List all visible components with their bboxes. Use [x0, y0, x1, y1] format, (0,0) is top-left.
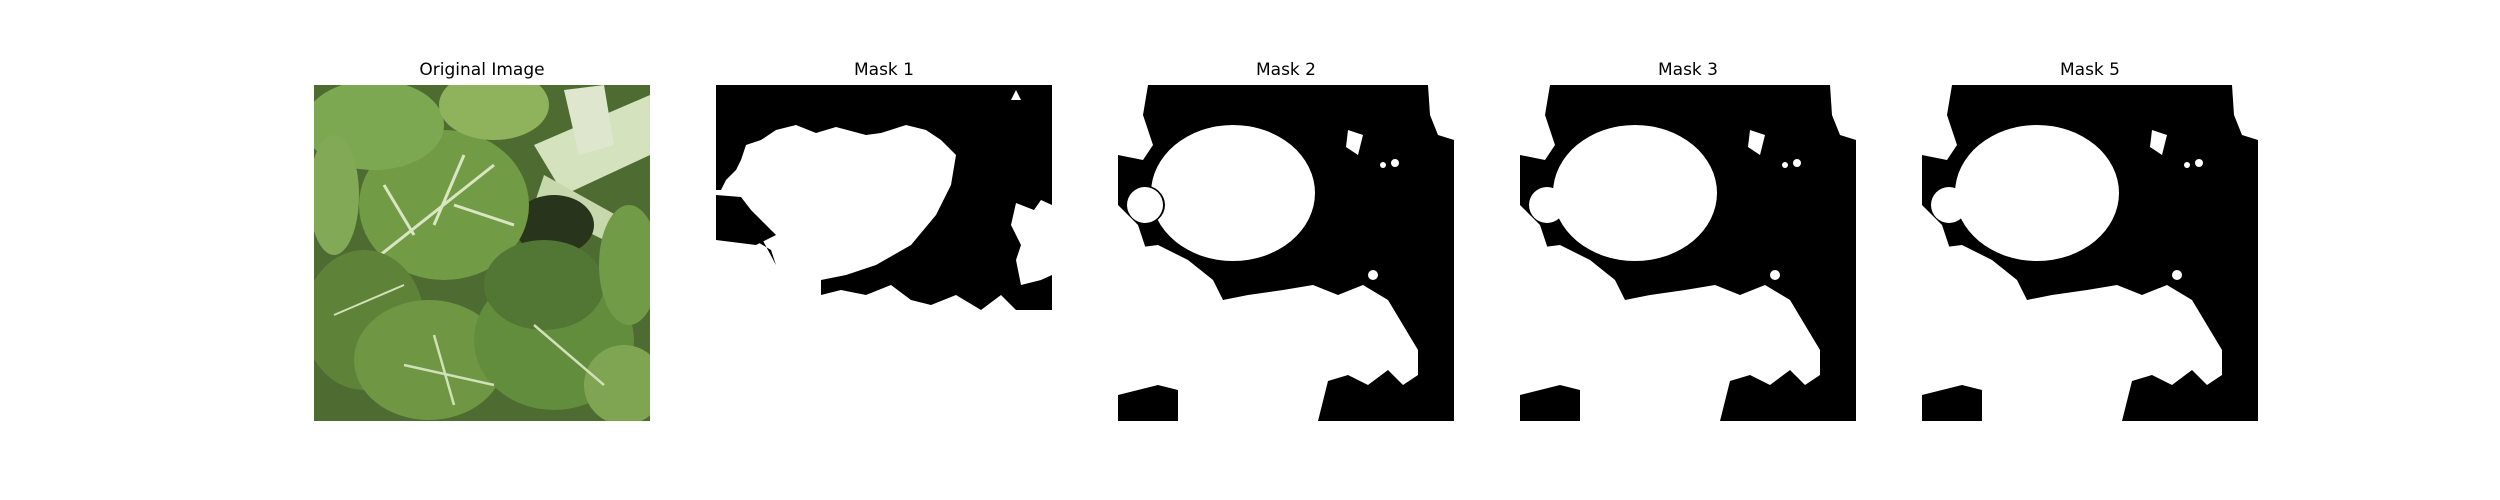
- panel-title: Mask 3: [1657, 60, 1718, 80]
- panel-title: Mask 2: [1255, 60, 1316, 80]
- mask-1-shape: [716, 85, 1052, 421]
- mask-1-image: [716, 85, 1052, 421]
- mask-5-shape: [1922, 85, 2258, 421]
- mask-3-image: [1520, 85, 1856, 421]
- mask-3-shape: [1520, 85, 1856, 421]
- mask-2-shape: [1118, 85, 1454, 421]
- panel-title: Mask 1: [853, 60, 914, 80]
- panel-title: Original Image: [419, 60, 545, 80]
- mask-5-image: [1922, 85, 2258, 421]
- leaf-photo-illustration: [314, 85, 650, 421]
- mask-2-image: [1118, 85, 1454, 421]
- original-leaf-photo: [314, 85, 650, 421]
- panel-title: Mask 5: [2059, 60, 2120, 80]
